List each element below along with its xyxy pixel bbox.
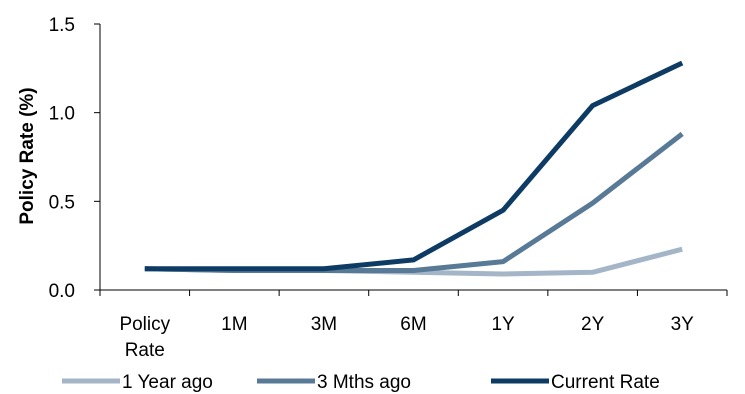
x-tick-label: 6M	[400, 314, 426, 335]
x-tick-label-line: 1M	[221, 314, 247, 335]
x-tick-label-line: Rate	[125, 340, 165, 361]
x-tick-label: 1Y	[491, 314, 515, 335]
series-line-3	[144, 60, 684, 272]
y-tick-label: 0.0	[49, 281, 75, 302]
y-tick-label: 1.0	[49, 104, 75, 125]
x-tick-label-line: Policy	[119, 314, 170, 335]
y-tick-label: 1.5	[49, 15, 75, 36]
x-tick-label-line: 3Y	[671, 314, 695, 335]
legend: 1 Year ago 3 Mths ago Current Rate	[62, 372, 660, 393]
x-tick-label: 3M	[311, 314, 337, 335]
y-tick-label: 0.5	[49, 192, 75, 213]
x-axis-ticks: Policy Rate 1M 3M 6M 1Y 2Y 3Y	[99, 290, 728, 361]
legend-label: 1 Year ago	[122, 372, 213, 393]
x-tick-label-line: 6M	[400, 314, 426, 335]
x-tick-label-line: 3M	[311, 314, 337, 335]
series-lines	[144, 60, 684, 277]
legend-label: 3 Mths ago	[317, 372, 411, 393]
x-tick-label: 2Y	[581, 314, 605, 335]
x-tick-label-line: 1Y	[491, 314, 515, 335]
y-axis-title: Policy Rate (%)	[17, 87, 38, 224]
y-axis-ticks: 0.0 0.5 1.0 1.5	[49, 15, 100, 302]
x-tick-label: 1M	[221, 314, 247, 335]
x-tick-label-line: 2Y	[581, 314, 605, 335]
series-line-2	[144, 131, 684, 273]
x-tick-label: 3Y	[671, 314, 695, 335]
legend-label: Current Rate	[551, 372, 660, 393]
x-tick-label: Policy Rate	[119, 314, 170, 361]
